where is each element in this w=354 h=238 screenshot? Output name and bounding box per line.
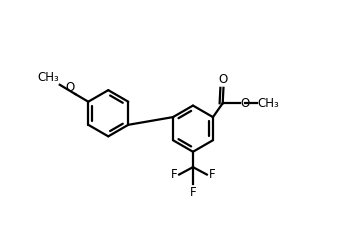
- Text: O: O: [240, 97, 250, 110]
- Text: O: O: [219, 73, 228, 86]
- Text: CH₃: CH₃: [257, 97, 279, 110]
- Text: O: O: [65, 81, 75, 94]
- Text: F: F: [171, 168, 178, 181]
- Text: F: F: [190, 186, 196, 199]
- Text: CH₃: CH₃: [37, 71, 59, 84]
- Text: F: F: [209, 168, 215, 181]
